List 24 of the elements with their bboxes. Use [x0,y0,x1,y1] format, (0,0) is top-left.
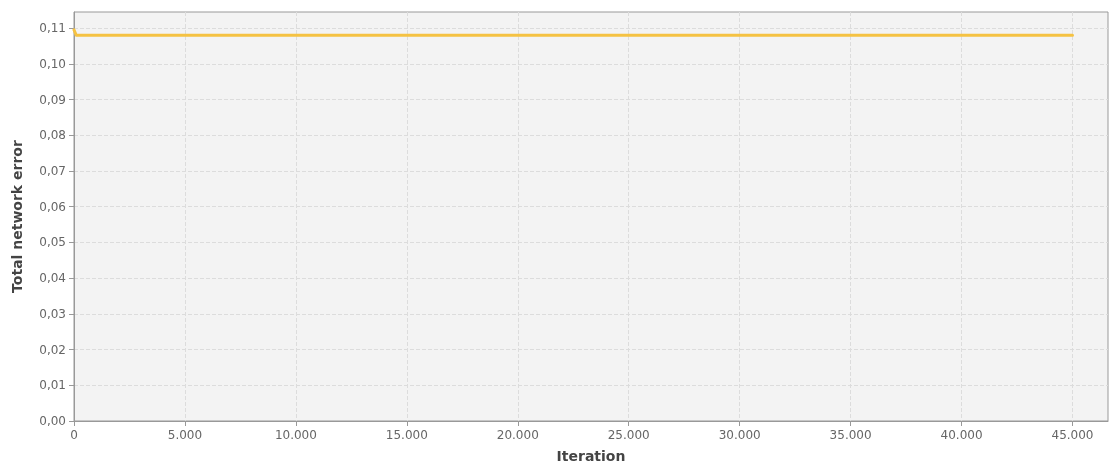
x-tick-label: 0 [70,428,78,442]
y-tick-label: 0,04 [39,271,66,286]
x-tick-label: 45.000 [1051,428,1094,442]
x-tick-label: 20.000 [496,428,539,442]
x-tick-label: 10.000 [274,428,317,442]
y-tick-label: 0,02 [39,342,66,357]
x-tick-label: 30.000 [718,428,761,442]
x-tick-label: 15.000 [385,428,428,442]
x-tick-label: 25.000 [607,428,650,442]
x-tick-label: 35.000 [829,428,872,442]
y-tick-label: 0,05 [39,235,66,250]
y-axis-title: Total network error [9,140,25,293]
x-tick-label: 5.000 [167,428,203,442]
y-tick-label: 0,01 [39,378,66,393]
y-tick-label: 0,03 [39,306,66,321]
y-tick-label: 0,11 [39,21,66,36]
y-tick-label: 0,00 [39,414,66,428]
y-tick-label: 0,07 [39,163,66,178]
y-tick-label: 0,10 [39,56,66,71]
x-tick-label: 40.000 [940,428,983,442]
x-axis-title: Iteration [556,448,626,464]
y-tick-label: 0,06 [39,199,66,214]
y-tick-label: 0,08 [39,128,66,143]
y-tick-label: 0,09 [39,92,66,107]
